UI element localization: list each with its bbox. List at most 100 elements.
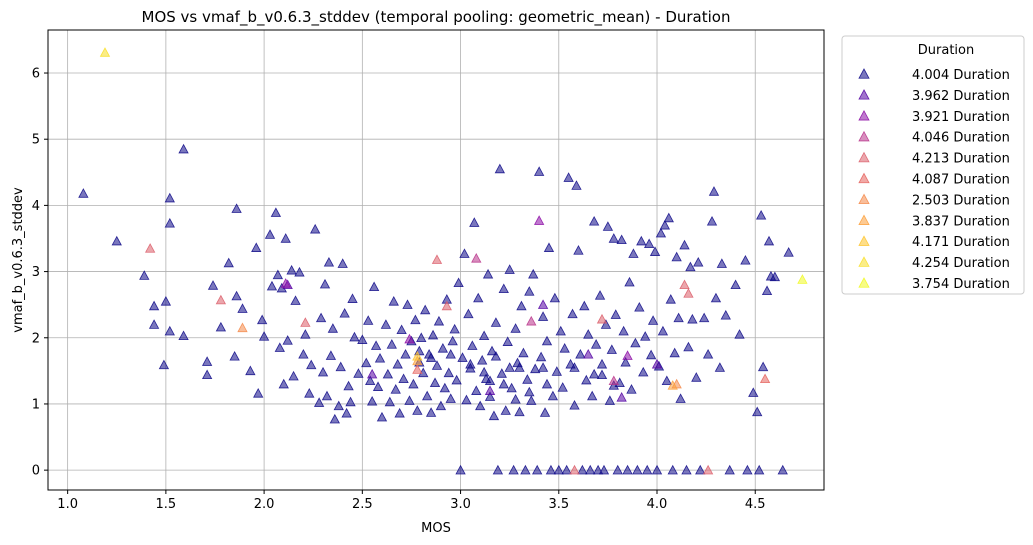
data-point xyxy=(457,352,468,362)
data-point xyxy=(370,340,382,350)
data-point xyxy=(520,464,531,475)
data-point xyxy=(577,464,588,475)
data-point xyxy=(258,331,270,341)
data-point xyxy=(541,378,553,389)
data-point xyxy=(504,264,515,274)
data-point xyxy=(158,359,170,370)
data-point xyxy=(223,257,234,268)
data-point xyxy=(447,335,458,346)
data-point xyxy=(388,296,399,306)
data-point xyxy=(504,362,515,372)
data-point xyxy=(651,358,663,369)
data-point xyxy=(478,330,490,341)
data-point xyxy=(361,357,372,368)
data-point xyxy=(416,332,427,342)
series-8 xyxy=(412,355,678,390)
series-5 xyxy=(144,243,714,475)
data-point xyxy=(569,362,580,372)
data-point xyxy=(706,215,718,226)
data-point xyxy=(201,369,213,380)
data-point xyxy=(353,368,364,378)
data-point xyxy=(231,290,242,301)
data-point xyxy=(425,352,437,362)
data-point xyxy=(471,253,482,263)
data-point xyxy=(475,400,486,411)
data-point xyxy=(720,309,731,320)
legend-marker xyxy=(858,193,870,205)
data-point xyxy=(669,347,680,358)
data-point xyxy=(642,464,653,475)
data-point xyxy=(339,307,350,318)
data-point xyxy=(557,382,568,392)
data-point xyxy=(494,163,506,174)
legend: Duration 4.004 Duration 3.962 Duration 3.9… xyxy=(841,35,1025,295)
x-axis-label: MOS xyxy=(421,521,451,536)
legend-item: 4.254 Duration xyxy=(858,256,1010,271)
data-point xyxy=(476,354,488,365)
data-point xyxy=(323,256,335,267)
data-point xyxy=(528,268,539,279)
data-point xyxy=(624,276,635,287)
data-point xyxy=(237,303,248,313)
data-point xyxy=(333,400,344,411)
data-point xyxy=(547,390,559,401)
data-point xyxy=(679,279,690,290)
data-point xyxy=(681,464,692,475)
data-point xyxy=(148,319,160,329)
data-point xyxy=(349,331,360,342)
data-point xyxy=(755,209,767,220)
data-point xyxy=(471,385,482,395)
x-tick-label: 3.0 xyxy=(450,497,471,512)
data-point xyxy=(453,277,464,288)
data-point xyxy=(484,391,496,401)
legend-label: 2.503 Duration xyxy=(912,193,1010,208)
legend-item: 4.004 Duration xyxy=(858,68,1010,83)
legend-item: 4.046 Duration xyxy=(858,131,1010,146)
data-point xyxy=(510,323,521,333)
data-point xyxy=(280,278,291,288)
legend-item: 4.087 Duration xyxy=(858,173,1010,188)
data-point xyxy=(148,300,160,311)
data-point xyxy=(337,258,348,268)
data-point xyxy=(636,235,647,246)
legend-label: 4.171 Duration xyxy=(912,235,1010,250)
legend-items: 4.004 Duration 3.962 Duration 3.921 Durati… xyxy=(858,68,1010,292)
data-point xyxy=(539,407,551,417)
data-point xyxy=(604,395,616,405)
data-point xyxy=(530,363,541,374)
y-tick-label: 6 xyxy=(32,67,40,82)
legend-item: 4.213 Duration xyxy=(858,152,1010,167)
data-point xyxy=(421,390,433,401)
data-point xyxy=(376,411,388,422)
data-point xyxy=(708,186,720,196)
legend-marker xyxy=(858,214,870,225)
data-point xyxy=(164,217,175,228)
data-point xyxy=(559,343,570,353)
legend-marker xyxy=(858,235,870,246)
data-point xyxy=(569,464,580,475)
data-point xyxy=(693,256,704,267)
data-point xyxy=(469,217,480,227)
data-point xyxy=(245,365,256,376)
data-point xyxy=(482,268,494,279)
data-point xyxy=(365,375,376,386)
data-point xyxy=(288,370,299,381)
data-point xyxy=(274,342,285,352)
legend-item: 3.921 Duration xyxy=(858,110,1010,125)
data-point xyxy=(498,378,509,389)
data-point xyxy=(502,336,513,346)
data-point xyxy=(569,399,580,410)
data-point xyxy=(543,242,555,252)
legend-item: 4.171 Duration xyxy=(858,235,1010,250)
data-point xyxy=(484,385,496,395)
data-point xyxy=(473,292,484,303)
x-tick-label: 3.5 xyxy=(548,497,569,512)
data-point xyxy=(763,235,775,246)
legend-label: 3.921 Duration xyxy=(912,110,1010,125)
data-point xyxy=(535,351,547,362)
data-point xyxy=(608,380,619,390)
data-point xyxy=(596,369,608,380)
data-point xyxy=(300,317,311,327)
data-point xyxy=(757,361,769,372)
